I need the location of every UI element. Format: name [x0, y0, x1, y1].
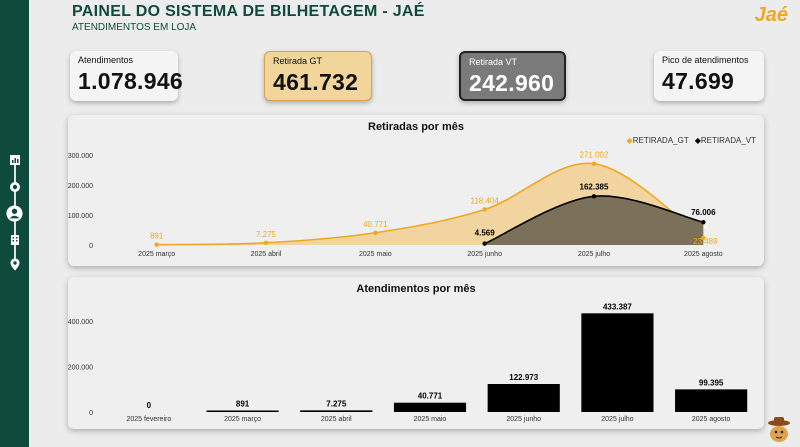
- data-point-gt: [373, 230, 378, 235]
- data-point-gt: [701, 235, 706, 241]
- kpi-label: Retirada GT: [273, 56, 323, 66]
- data-label-gt: 23.489: [693, 237, 718, 246]
- x-tick-label: 2025 abril: [321, 416, 352, 423]
- legend-item-vt[interactable]: ◆RETIRADA_VT: [694, 136, 756, 145]
- kpi-value: 1.078.946: [78, 68, 184, 94]
- kpi-card-atendimentos[interactable]: Atendimentos 1.078.946: [70, 51, 184, 101]
- kpi-value: 242.960: [469, 70, 555, 96]
- y-tick-label: 0: [89, 410, 93, 417]
- data-label-vt: 76.006: [691, 208, 716, 217]
- x-tick-label: 2025 março: [224, 416, 261, 423]
- x-tick-label: 2025 maio: [359, 251, 392, 258]
- kpi-value: 461.732: [273, 69, 359, 95]
- data-label-gt: 7.275: [256, 230, 277, 239]
- sidebar-item-user[interactable]: [6, 203, 23, 223]
- x-tick-label: 2025 fevereiro: [126, 416, 171, 423]
- sidebar: [0, 0, 29, 447]
- retiradas-chart-panel: 0 100.000 200.000 300.000 2025 março 2025 abr…: [68, 115, 764, 266]
- x-tick-label: 2025 junho: [506, 416, 541, 423]
- chart-icon: [9, 155, 20, 165]
- data-label: 122.973: [509, 373, 538, 382]
- x-tick-label: 2025 março: [138, 251, 175, 258]
- y-tick-label: 0: [89, 243, 93, 250]
- sidebar-item-building[interactable]: [6, 233, 23, 247]
- y-tick-label: 300.000: [68, 153, 93, 160]
- data-label: 99.395: [699, 378, 724, 387]
- bar: [675, 389, 748, 412]
- data-point-vt: [482, 241, 487, 246]
- series-line-gt: [156, 162, 704, 246]
- series-area-vt: [484, 195, 704, 245]
- bar: [393, 402, 467, 412]
- y-tick-label: 400.000: [68, 319, 93, 326]
- data-label-vt: 4.569: [475, 229, 496, 238]
- data-point-gt: [263, 240, 269, 246]
- kpi-card-retirada-gt[interactable]: Retirada GT 461.732: [264, 51, 372, 101]
- y-tick-label: 200.000: [68, 183, 93, 190]
- data-label: 7.275: [326, 399, 347, 408]
- legend-label: RETIRADA_VT: [700, 136, 756, 145]
- atendimentos-chart-panel: 0 200.000 400.000 0 2025 fevereiro 891 2025 ma…: [68, 277, 764, 429]
- data-label: 0: [147, 401, 152, 410]
- y-tick-label: 100.000: [68, 213, 93, 220]
- kpi-label: Atendimentos: [78, 55, 134, 65]
- data-label-gt: 271.002: [580, 151, 609, 160]
- bar: [206, 410, 279, 412]
- chart-legend: ◆RETIRADA_GT ◆RETIRADA_VT: [627, 136, 756, 145]
- map-pin-icon: [10, 258, 19, 270]
- data-label-gt: 891: [150, 232, 164, 241]
- x-tick-label: 2025 julho: [578, 251, 610, 258]
- data-label-vt: 162.385: [580, 182, 609, 191]
- location-target-icon: [9, 182, 20, 192]
- legend-item-gt[interactable]: ◆RETIRADA_GT: [626, 136, 689, 145]
- chart-title: Retiradas por mês: [368, 121, 464, 133]
- x-tick-label: 2025 junho: [467, 251, 502, 258]
- x-tick-label: 2025 julho: [601, 416, 633, 423]
- data-label: 40.771: [418, 392, 443, 401]
- data-label: 891: [236, 400, 250, 409]
- data-point-gt: [154, 242, 159, 247]
- chart-title: Atendimentos por mês: [356, 283, 476, 295]
- bar: [581, 313, 654, 412]
- x-tick-label: 2025 maio: [414, 416, 447, 423]
- bar: [487, 384, 560, 412]
- data-point-gt: [591, 161, 597, 166]
- mascot-icon: [768, 417, 790, 442]
- sidebar-item-target[interactable]: [6, 180, 23, 194]
- sidebar-item-chart[interactable]: [6, 153, 23, 167]
- retiradas-chart: 0 100.000 200.000 300.000 2025 março 2025 abr…: [68, 151, 723, 258]
- page-subtitle: ATENDIMENTOS EM LOJA: [72, 22, 197, 33]
- building-icon: [10, 235, 19, 245]
- data-point-vt: [701, 219, 706, 225]
- atendimentos-chart: 0 200.000 400.000 0 2025 fevereiro 891 2025 ma…: [68, 302, 748, 423]
- x-tick-label: 2025 abril: [251, 251, 282, 258]
- bar: [300, 410, 373, 412]
- kpi-card-pico[interactable]: Pico de atendimentos 47.699: [654, 51, 764, 101]
- data-point-gt: [482, 207, 487, 212]
- user-icon: [6, 204, 23, 222]
- page-title: PAINEL DO SISTEMA DE BILHETAGEM - JAÉ: [72, 3, 425, 20]
- sidebar-item-map[interactable]: [6, 257, 23, 271]
- legend-label: RETIRADA_GT: [632, 136, 689, 145]
- x-tick-label: 2025 agosto: [692, 416, 731, 423]
- kpi-value: 47.699: [662, 68, 735, 94]
- y-tick-label: 200.000: [68, 364, 93, 371]
- data-label-gt: 118.404: [471, 196, 500, 205]
- data-label: 433.387: [603, 302, 632, 311]
- x-tick-label: 2025 agosto: [684, 251, 723, 258]
- kpi-card-retirada-vt[interactable]: Retirada VT 242.960: [459, 51, 566, 101]
- data-label-gt: 40.771: [363, 220, 388, 229]
- kpi-label: Retirada VT: [469, 57, 518, 67]
- kpi-label: Pico de atendimentos: [662, 55, 749, 65]
- data-point-vt: [591, 194, 597, 199]
- brand-logo: Jaé: [754, 4, 788, 26]
